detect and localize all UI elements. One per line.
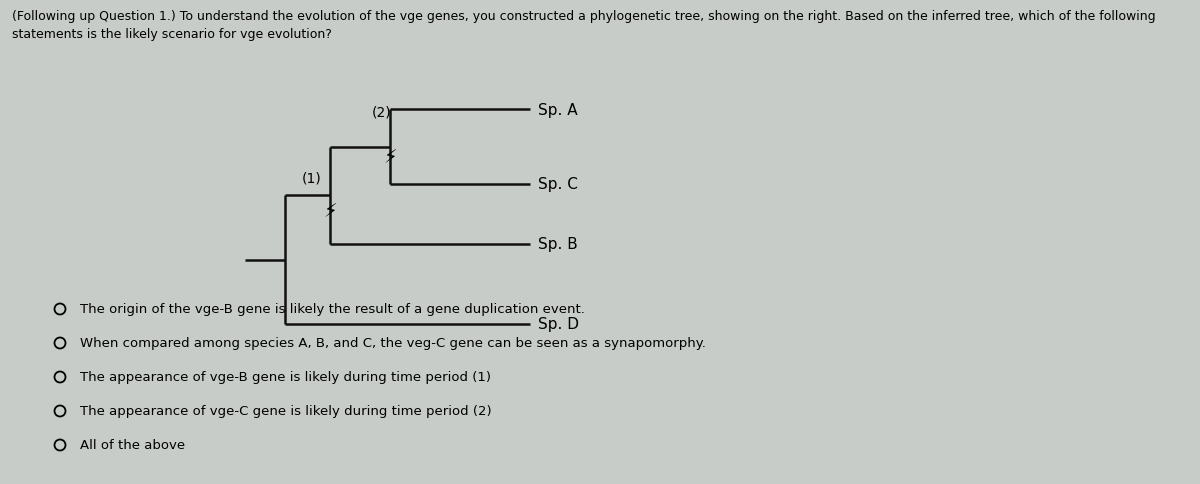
Text: The appearance of vge-C gene is likely during time period (2): The appearance of vge-C gene is likely d… [80, 405, 492, 418]
Text: All of the above: All of the above [80, 439, 185, 452]
Text: Sp. D: Sp. D [538, 317, 580, 332]
Text: ⚡: ⚡ [323, 201, 337, 220]
Text: Sp. C: Sp. C [538, 177, 578, 192]
Text: statements is the likely scenario for vge evolution?: statements is the likely scenario for vg… [12, 28, 332, 41]
Text: The appearance of vge-B gene is likely during time period (1): The appearance of vge-B gene is likely d… [80, 371, 491, 384]
Text: Sp. A: Sp. A [538, 102, 577, 117]
Text: (Following up Question 1.) To understand the evolution of the vge genes, you con: (Following up Question 1.) To understand… [12, 10, 1156, 23]
Text: ⚡: ⚡ [383, 148, 397, 166]
Text: (1): (1) [302, 171, 322, 185]
Text: When compared among species A, B, and C, the veg-C gene can be seen as a synapom: When compared among species A, B, and C,… [80, 337, 706, 350]
Text: Sp. B: Sp. B [538, 237, 577, 252]
Text: (2): (2) [372, 106, 391, 119]
Text: The origin of the vge-B gene is likely the result of a gene duplication event.: The origin of the vge-B gene is likely t… [80, 303, 584, 316]
